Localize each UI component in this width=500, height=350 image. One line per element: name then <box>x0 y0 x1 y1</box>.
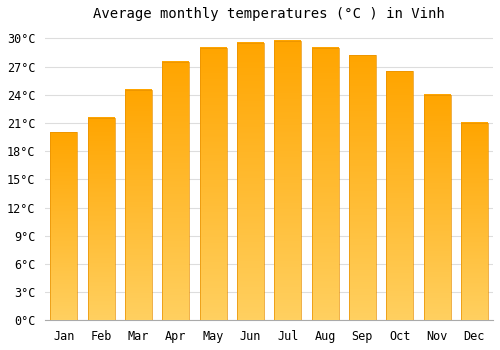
Bar <box>386 71 413 320</box>
Bar <box>461 123 488 320</box>
Bar <box>125 90 152 320</box>
Bar <box>274 41 301 320</box>
Bar <box>200 48 226 320</box>
Bar <box>237 43 264 320</box>
Bar <box>162 62 189 320</box>
Bar <box>88 118 115 320</box>
Title: Average monthly temperatures (°C ) in Vinh: Average monthly temperatures (°C ) in Vi… <box>93 7 445 21</box>
Bar <box>312 48 338 320</box>
Bar <box>424 95 450 320</box>
Bar <box>50 132 78 320</box>
Bar <box>349 55 376 320</box>
